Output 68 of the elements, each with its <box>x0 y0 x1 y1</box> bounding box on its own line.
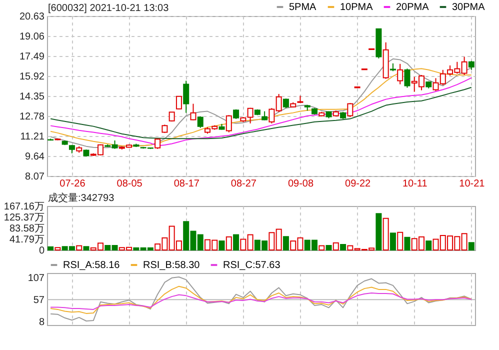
line-series <box>50 286 472 314</box>
bar <box>397 232 404 250</box>
candlestick <box>176 96 182 110</box>
bar <box>382 218 389 250</box>
bar <box>376 213 382 250</box>
legend-label: 30PMA <box>452 2 486 13</box>
candlestick <box>190 103 196 121</box>
line-series <box>50 86 472 140</box>
bar <box>282 236 289 250</box>
legend-label: RSI_B:58.30 <box>143 260 200 271</box>
y-tick-label: 8.07 <box>25 172 45 182</box>
y-tick-label: 167.16万 <box>4 202 44 212</box>
y-tick-label: 83.58万 <box>9 224 44 234</box>
x-tick-label: 10-21 <box>459 178 486 190</box>
text: 成交量:342793 <box>48 192 115 204</box>
bar <box>318 245 325 250</box>
bar <box>340 244 346 250</box>
x-tick-label: 09-08 <box>288 178 314 190</box>
candlestick <box>183 80 190 114</box>
legend-label: RSI_A:58.16 <box>63 260 120 271</box>
bar <box>390 232 396 250</box>
y-tick-label: 0 <box>38 246 45 256</box>
bar <box>426 240 432 250</box>
legend-label: 20PMA <box>396 2 430 13</box>
line-series <box>50 276 472 322</box>
line-series <box>50 292 472 310</box>
candlestick <box>168 111 175 122</box>
x-tick-label: 08-27 <box>230 178 257 190</box>
candlestick <box>197 116 204 128</box>
y-tick-label: 20.63 <box>19 12 45 22</box>
x-tick-label: 10-11 <box>402 178 428 190</box>
bar <box>54 247 61 250</box>
x-tick-label: 09-22 <box>345 178 372 190</box>
legend-label: RSI_C:57.63 <box>223 260 281 271</box>
bar <box>332 242 339 250</box>
bar <box>468 242 474 250</box>
y-tick-label: 17.49 <box>19 52 45 62</box>
bar <box>218 240 225 250</box>
y-tick-label: 8 <box>38 316 45 328</box>
y-tick-label: 41.79万 <box>9 234 44 246</box>
y-tick-label: 12.78 <box>19 112 45 122</box>
candlestick <box>404 68 410 88</box>
candlestick <box>154 138 161 150</box>
chart-title: [600032] 2021-10-21 13:03 <box>48 3 170 14</box>
bar <box>326 245 332 250</box>
y-tick-label: 11.21 <box>20 132 45 142</box>
candlestick <box>347 102 354 118</box>
y-tick-label: 14.35 <box>19 92 45 102</box>
bar <box>83 246 90 250</box>
y-tick-label: 107 <box>28 272 45 284</box>
legend-label: 5PMA <box>289 2 317 13</box>
bar <box>48 246 54 250</box>
candlestick <box>226 114 232 133</box>
bar <box>404 236 410 250</box>
candlestick <box>282 98 289 109</box>
legend-label: 10PMA <box>340 2 374 13</box>
x-tick-label: 08-05 <box>116 178 143 190</box>
bar <box>226 236 232 250</box>
bar <box>76 245 82 250</box>
bar <box>233 234 240 250</box>
x-tick-label: 07-26 <box>60 178 86 190</box>
candlestick <box>397 63 404 85</box>
y-tick-label: 125.37万 <box>4 212 44 224</box>
x-tick-label: 08-17 <box>174 178 200 190</box>
y-tick-label: 57 <box>33 295 45 306</box>
y-tick-label: 15.92 <box>19 72 45 82</box>
y-tick-label: 19.06 <box>19 32 45 42</box>
y-tick-label: 9.64 <box>25 152 45 162</box>
